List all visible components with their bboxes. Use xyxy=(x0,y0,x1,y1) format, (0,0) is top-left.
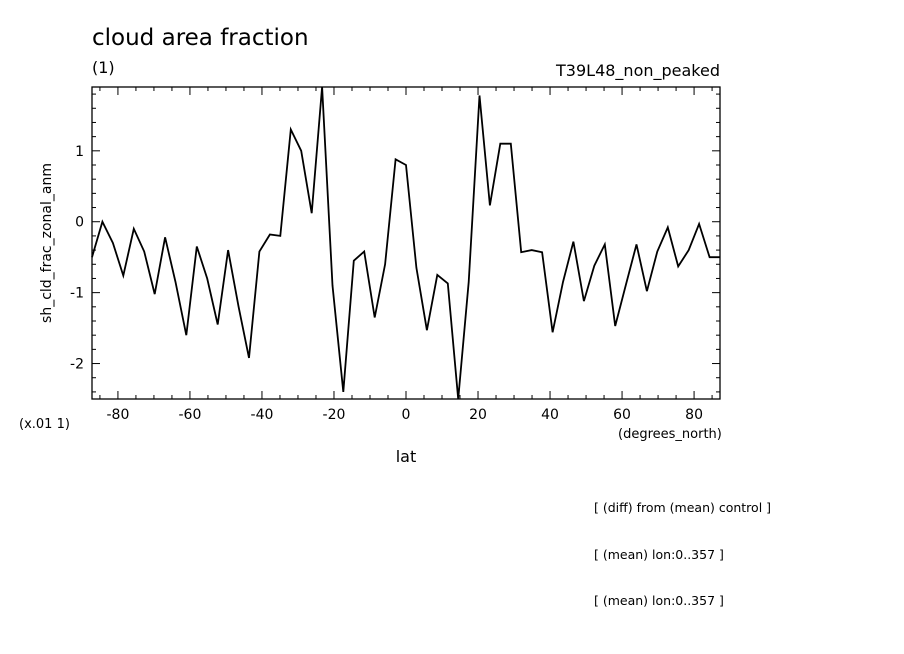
x-axis-label: lat xyxy=(396,447,417,466)
data-series-line xyxy=(91,86,720,400)
y-scale-note: (x.01 1) xyxy=(19,417,70,432)
x-tick-label: 20 xyxy=(469,407,487,423)
y-tick-label: 1 xyxy=(75,144,84,160)
y-tick-label: -1 xyxy=(70,286,84,302)
note-line-2: [ (mean) lon:0..357 ] xyxy=(594,546,724,562)
x-units-label: (degrees_north) xyxy=(618,427,722,442)
x-tick-labels: -80 -60 -40 -20 0 20 40 60 80 xyxy=(106,407,702,423)
x-tick-label: -60 xyxy=(179,407,202,423)
x-tick-label: -20 xyxy=(323,407,346,423)
y-tick-label: 0 xyxy=(75,215,84,231)
plot-frame xyxy=(91,86,721,400)
x-tick-label: 40 xyxy=(541,407,559,423)
chart-subtitle-left: (1) xyxy=(92,58,115,77)
x-tick-label: -80 xyxy=(106,407,129,423)
x-tick-label: 80 xyxy=(685,407,703,423)
note-line-1: [ (diff) from (mean) control ] xyxy=(594,500,772,515)
x-tick-label: -40 xyxy=(251,407,274,423)
chart-subtitle-right: T39L48_non_peaked xyxy=(555,61,720,81)
info-notes: [ (diff) from (mean) control ] [ (mean) … xyxy=(594,469,771,624)
y-tick-label: -2 xyxy=(70,357,84,373)
y-tick-labels: -2 -1 0 1 xyxy=(70,144,84,373)
y-axis-ticks xyxy=(92,93,720,393)
y-axis-label: sh_cld_frac_zonal_anm xyxy=(39,163,55,323)
note-line-3: [ (mean) lon:0..357 ] xyxy=(594,593,724,608)
chart-title: cloud area fraction xyxy=(92,25,309,51)
x-tick-label: 0 xyxy=(402,407,411,423)
x-axis-ticks xyxy=(99,87,713,399)
x-tick-label: 60 xyxy=(613,407,631,423)
